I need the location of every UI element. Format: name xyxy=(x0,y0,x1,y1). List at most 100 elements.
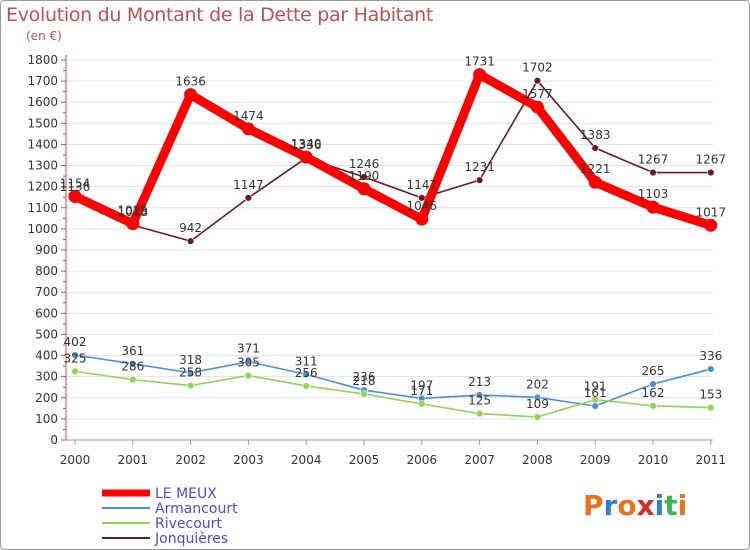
logo-letter: x xyxy=(636,489,655,522)
data-label: 1383 xyxy=(580,128,611,142)
data-point xyxy=(646,200,660,214)
data-label: 336 xyxy=(699,349,722,363)
data-label: 1340 xyxy=(291,137,322,151)
x-tick-label: 2009 xyxy=(580,453,611,467)
data-label: 197 xyxy=(410,378,433,392)
series-line-armancourt xyxy=(74,354,712,407)
data-label: 318 xyxy=(179,353,202,367)
y-tick-label: 1800 xyxy=(27,53,58,67)
y-tick-label: 1600 xyxy=(27,95,58,109)
data-label: 305 xyxy=(237,356,260,370)
data-label: 256 xyxy=(295,366,318,380)
data-label: 1702 xyxy=(522,61,553,75)
data-point xyxy=(302,370,310,379)
data-label: 1103 xyxy=(638,187,669,201)
y-tick-label: 1300 xyxy=(27,159,58,173)
data-label: 109 xyxy=(526,397,549,411)
data-point xyxy=(186,381,195,390)
data-point xyxy=(704,218,718,232)
y-tick-label: 1000 xyxy=(27,222,58,236)
y-tick-label: 1700 xyxy=(27,74,58,88)
data-label: 265 xyxy=(642,364,665,378)
x-tick-label: 2008 xyxy=(522,453,553,467)
y-tick-label: 200 xyxy=(35,391,58,405)
data-label: 1577 xyxy=(522,87,553,101)
data-point xyxy=(475,391,484,399)
data-point xyxy=(707,365,715,373)
data-point xyxy=(71,351,79,359)
data-point xyxy=(588,175,602,189)
data-label: 371 xyxy=(237,342,260,356)
x-tick-label: 2011 xyxy=(696,453,727,467)
data-point xyxy=(591,402,599,410)
logo-letter: r xyxy=(603,489,618,522)
data-point xyxy=(244,371,253,380)
data-label: 258 xyxy=(179,366,202,380)
data-label: 218 xyxy=(353,374,376,388)
series-line-jonqui-res xyxy=(74,79,712,242)
data-point xyxy=(533,413,542,421)
y-tick-label: 1500 xyxy=(27,116,58,130)
data-point xyxy=(71,367,79,376)
y-tick-label: 800 xyxy=(35,264,58,278)
data-label: 161 xyxy=(584,386,607,400)
data-point xyxy=(707,168,715,177)
data-point xyxy=(302,382,310,390)
data-label: 1154 xyxy=(60,176,91,190)
logo-letter: P xyxy=(583,489,604,522)
data-label: 1136 xyxy=(60,180,91,194)
data-point xyxy=(533,393,542,402)
data-point xyxy=(418,400,426,408)
data-label: 171 xyxy=(410,384,433,398)
legend-label: Jonquières xyxy=(154,531,228,547)
data-point xyxy=(591,144,599,152)
data-point xyxy=(360,390,368,398)
data-point xyxy=(129,360,137,368)
data-point xyxy=(244,357,253,366)
y-tick-label: 900 xyxy=(35,243,58,257)
x-tick-label: 2010 xyxy=(638,453,669,467)
y-tick-label: 1400 xyxy=(27,137,58,151)
chart-title: Evolution du Montant de la Dette par Hab… xyxy=(6,4,434,26)
data-label: 213 xyxy=(468,375,491,389)
data-label: 325 xyxy=(64,351,87,365)
data-label: 1731 xyxy=(464,55,495,69)
x-tick-label: 2005 xyxy=(349,453,380,467)
y-tick-label: 400 xyxy=(35,349,58,363)
data-label: 1474 xyxy=(233,109,264,123)
data-label: 1267 xyxy=(638,153,669,167)
data-label: 1017 xyxy=(696,205,727,219)
legend-label: Rivecourt xyxy=(155,516,222,532)
logo-letter: o xyxy=(617,489,637,522)
data-point xyxy=(649,380,657,388)
data-point xyxy=(299,150,313,164)
data-point xyxy=(415,212,429,226)
legend-label: LE MEUX xyxy=(155,486,217,502)
data-point xyxy=(360,173,368,181)
x-tick-label: 2006 xyxy=(407,453,438,467)
y-tick-label: 100 xyxy=(35,412,58,426)
data-point xyxy=(186,237,195,245)
data-label: 125 xyxy=(468,394,491,408)
data-point xyxy=(707,404,715,412)
data-point xyxy=(244,194,253,202)
y-tick-label: 500 xyxy=(35,327,58,341)
data-point xyxy=(530,100,544,114)
series-line-le-meux xyxy=(70,70,716,230)
x-tick-label: 2003 xyxy=(233,453,264,467)
data-point xyxy=(126,217,140,231)
x-tick-label: 2004 xyxy=(291,453,322,467)
data-point xyxy=(475,409,484,418)
data-label: 1147 xyxy=(407,178,438,192)
logo-letter: t xyxy=(664,489,678,522)
y-tick-label: 1200 xyxy=(27,180,58,194)
data-point xyxy=(475,176,484,184)
data-label: 1190 xyxy=(349,169,380,183)
data-label: 1025 xyxy=(118,204,149,218)
x-tick-label: 2000 xyxy=(60,453,91,467)
logo-letter: i xyxy=(677,489,688,522)
y-tick-label: 300 xyxy=(35,370,58,384)
data-label: 1046 xyxy=(407,199,438,213)
